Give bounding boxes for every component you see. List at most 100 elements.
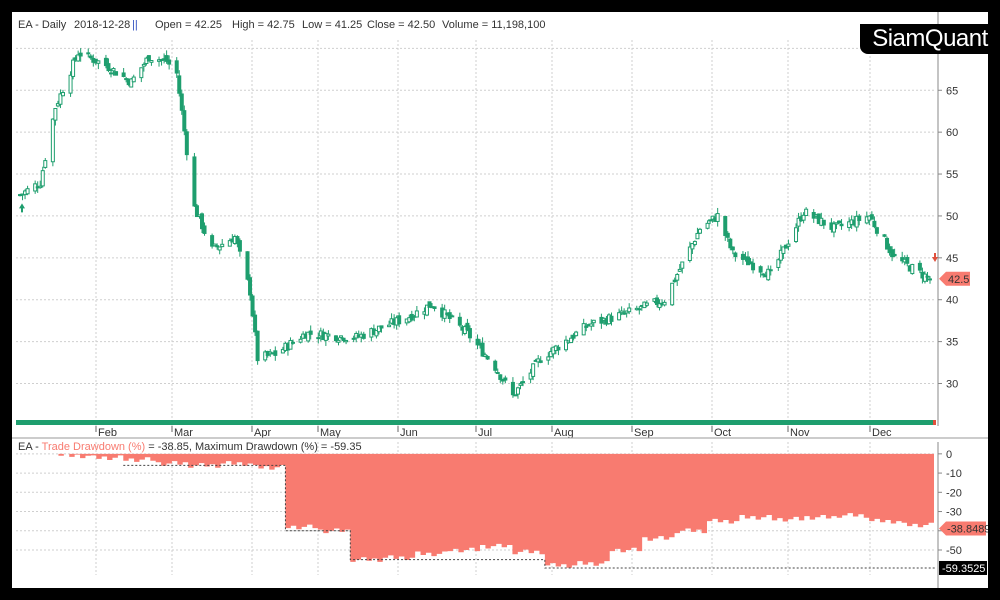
candle-down: [882, 234, 887, 237]
info-high: High = 42.75: [232, 19, 295, 31]
candle-down: [78, 52, 83, 57]
dd-tick-label: -20: [946, 487, 962, 499]
candle-down: [475, 338, 480, 346]
candle-down: [821, 219, 826, 226]
candle-up: [675, 274, 680, 281]
candle-up: [68, 74, 73, 94]
price-tick-label: 55: [946, 169, 958, 181]
candle-up: [546, 356, 551, 361]
candle-up: [518, 383, 523, 386]
drawdown-area: [26, 453, 934, 568]
candle-down: [184, 131, 189, 156]
candle-up: [71, 59, 76, 77]
candle-down: [857, 215, 862, 221]
candle-up: [40, 170, 45, 187]
dd-tick-label: -50: [946, 545, 962, 557]
candle-down: [723, 215, 728, 236]
candle-up: [76, 54, 81, 62]
candle-down: [728, 238, 733, 249]
candle-up: [291, 341, 295, 344]
chart-canvas: EA - Daily 2018-12-28 || Open = 42.25 Hi…: [12, 12, 988, 588]
candle-up: [288, 340, 293, 350]
chart-frame: EA - Daily 2018-12-28 || Open = 42.25 Hi…: [12, 12, 1000, 588]
candle-up: [796, 217, 801, 227]
candle-down: [177, 75, 182, 94]
candle-down: [200, 213, 204, 230]
info-low: Low = 41.25: [302, 19, 362, 31]
candle-up: [25, 188, 30, 195]
bars-icon: ||: [132, 19, 138, 31]
candle-up: [38, 185, 43, 189]
candle-down: [609, 315, 614, 322]
candle-up: [690, 243, 695, 250]
info-date: 2018-12-28: [74, 19, 130, 31]
month-label: Sep: [634, 427, 654, 439]
candle-down: [250, 295, 255, 317]
last-price-label: 42.5: [939, 271, 970, 286]
candle-down: [556, 346, 561, 351]
candlestick-series: [16, 48, 936, 425]
price-tick-label: 50: [946, 211, 958, 223]
candle-up: [928, 278, 932, 281]
candle-up: [619, 310, 624, 314]
month-label: Jun: [400, 427, 418, 439]
candle-up: [483, 354, 488, 357]
position-bar: [16, 420, 936, 425]
candle-down: [751, 262, 756, 271]
candle-up: [786, 243, 791, 247]
candle-down: [245, 251, 250, 280]
candle-down: [465, 322, 470, 331]
month-label: Nov: [790, 427, 810, 439]
trade-markers: [19, 203, 938, 263]
max-drawdown-line: [123, 464, 936, 569]
candle-down: [538, 360, 543, 363]
candle-up: [910, 263, 915, 275]
candle-up: [670, 282, 675, 306]
candle-up: [697, 228, 702, 234]
price-tick-label: 60: [946, 127, 958, 139]
candle-up: [306, 331, 311, 342]
candle-up: [657, 303, 662, 309]
candle-up: [339, 335, 344, 338]
month-label: Feb: [98, 427, 117, 439]
candle-up: [794, 227, 799, 243]
candle-up: [778, 249, 783, 261]
month-label: Apr: [254, 427, 271, 439]
price-tick-label: 30: [946, 378, 958, 390]
position-bar-exit: [933, 420, 936, 425]
drawdown-header: EA - Trade Drawdown (%) = -38.85, Maximu…: [18, 441, 362, 453]
price-tick-label: 45: [946, 253, 958, 265]
candle-down: [510, 381, 515, 396]
candle-up: [374, 329, 379, 337]
candle-up: [922, 273, 927, 282]
candle-down: [498, 374, 503, 380]
price-tick-label: 35: [946, 337, 958, 349]
candle-up: [387, 324, 392, 328]
candle-down: [503, 377, 508, 381]
candle-down: [890, 249, 895, 258]
candle-down: [467, 328, 472, 339]
sell-arrow-icon: [932, 253, 938, 263]
candle-up: [220, 243, 225, 248]
candle-up: [854, 215, 859, 228]
candle-up: [58, 93, 63, 105]
candle-up: [768, 269, 773, 272]
candle-down: [622, 312, 627, 315]
month-label: Jul: [478, 427, 492, 439]
candle-up: [141, 63, 146, 67]
candle-up: [336, 339, 341, 343]
candle-up: [53, 108, 58, 121]
candle-up: [139, 67, 144, 79]
info-close: Close = 42.50: [367, 19, 435, 31]
candle-up: [212, 243, 217, 247]
candle-down: [872, 220, 877, 228]
candle-up: [831, 223, 836, 233]
price-grid: [16, 40, 936, 575]
candle-down: [341, 337, 346, 342]
candle-down: [114, 71, 119, 76]
candle-up: [617, 312, 622, 321]
candle-down: [733, 252, 738, 258]
candle-down: [725, 232, 730, 238]
candle-up: [131, 76, 136, 83]
candle-down: [215, 245, 220, 248]
